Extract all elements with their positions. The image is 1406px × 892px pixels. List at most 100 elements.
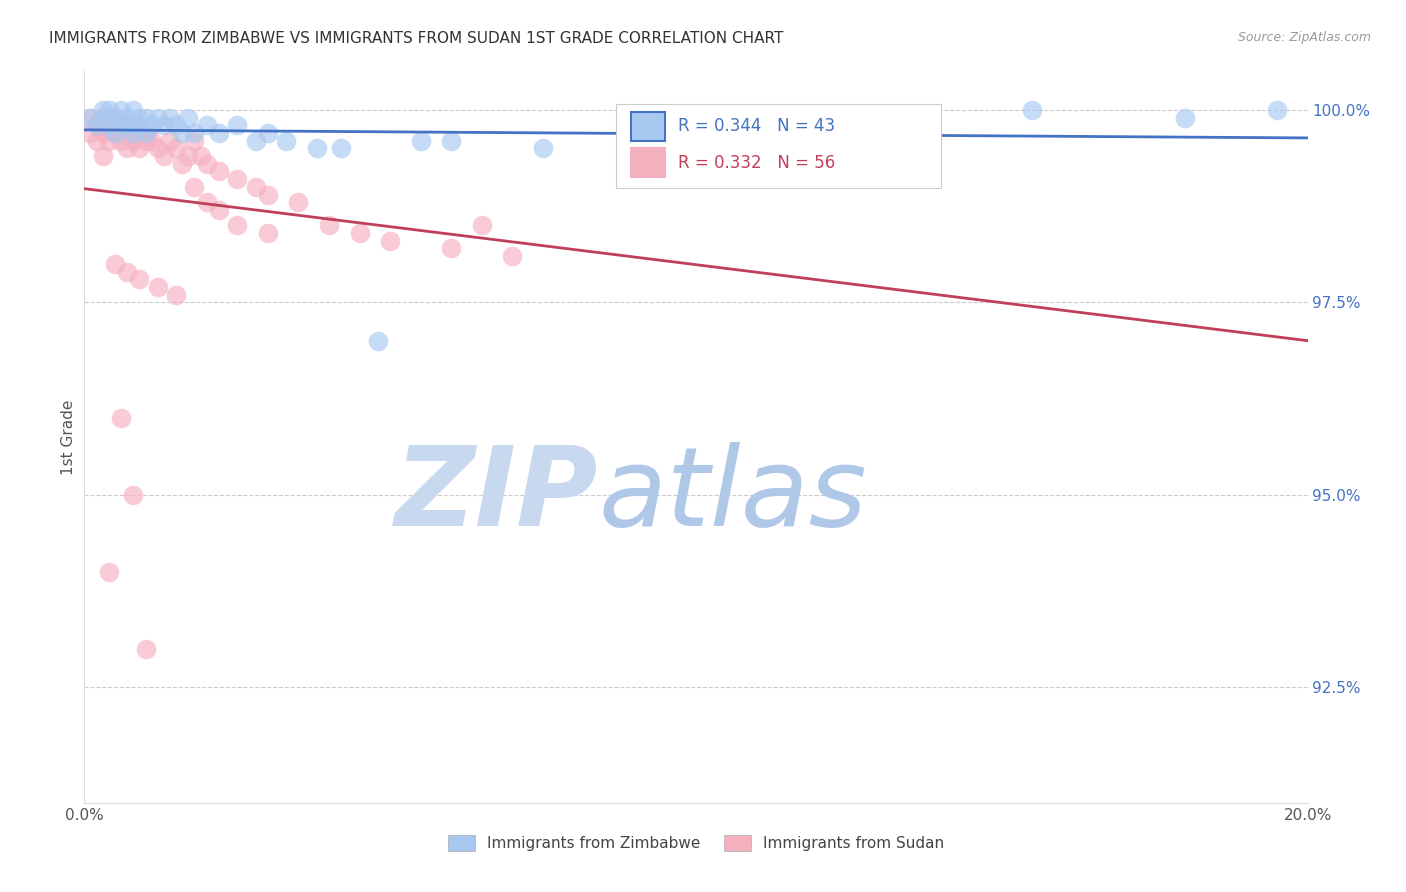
Point: [97, 134, 120, 148]
Point: [183, 179, 205, 194]
Point: [91, 103, 114, 117]
Point: [318, 219, 340, 233]
Point: [747, 134, 769, 148]
Point: [257, 126, 280, 140]
Point: [128, 141, 150, 155]
Point: [165, 118, 187, 132]
Text: Source: ZipAtlas.com: Source: ZipAtlas.com: [1237, 31, 1371, 45]
Point: [195, 195, 218, 210]
Point: [172, 126, 194, 140]
Point: [122, 103, 145, 117]
Point: [110, 134, 132, 148]
Point: [122, 118, 145, 132]
Point: [135, 134, 157, 148]
Point: [226, 219, 249, 233]
Point: [141, 134, 163, 148]
Point: [471, 219, 494, 233]
Point: [110, 118, 132, 132]
Point: [367, 334, 389, 348]
Point: [110, 118, 132, 132]
Point: [409, 134, 432, 148]
Point: [115, 126, 138, 140]
Text: R = 0.332   N = 56: R = 0.332 N = 56: [678, 153, 835, 172]
Point: [1174, 111, 1197, 125]
Point: [91, 111, 114, 125]
Point: [79, 111, 101, 125]
Point: [276, 134, 298, 148]
Point: [141, 118, 163, 132]
Point: [165, 287, 187, 301]
Point: [128, 111, 150, 125]
Point: [79, 126, 101, 140]
Point: [183, 134, 205, 148]
Point: [195, 157, 218, 171]
Point: [128, 126, 150, 140]
Point: [190, 149, 212, 163]
Point: [115, 264, 138, 278]
Point: [440, 242, 463, 256]
Y-axis label: 1st Grade: 1st Grade: [60, 400, 76, 475]
Point: [104, 126, 127, 140]
Point: [104, 111, 127, 125]
Point: [122, 488, 145, 502]
Point: [146, 280, 169, 294]
Point: [97, 118, 120, 132]
Point: [208, 164, 231, 178]
Point: [153, 149, 176, 163]
Point: [177, 111, 200, 125]
Point: [624, 126, 647, 140]
Point: [208, 202, 231, 217]
Point: [91, 149, 114, 163]
Point: [79, 111, 101, 125]
Point: [135, 126, 157, 140]
Text: R = 0.344   N = 43: R = 0.344 N = 43: [678, 117, 835, 136]
Point: [104, 126, 127, 140]
Point: [110, 103, 132, 117]
Point: [531, 141, 554, 155]
Point: [122, 126, 145, 140]
Point: [146, 111, 169, 125]
Point: [440, 134, 463, 148]
Point: [135, 111, 157, 125]
Point: [115, 111, 138, 125]
FancyBboxPatch shape: [631, 148, 665, 178]
Text: IMMIGRANTS FROM ZIMBABWE VS IMMIGRANTS FROM SUDAN 1ST GRADE CORRELATION CHART: IMMIGRANTS FROM ZIMBABWE VS IMMIGRANTS F…: [49, 31, 783, 46]
Point: [380, 234, 402, 248]
Point: [172, 157, 194, 171]
Point: [146, 141, 169, 155]
Point: [135, 641, 157, 656]
Point: [97, 118, 120, 132]
Point: [226, 172, 249, 186]
Point: [128, 272, 150, 286]
Point: [330, 141, 353, 155]
Point: [86, 134, 108, 148]
Point: [208, 126, 231, 140]
Point: [1265, 103, 1288, 117]
Point: [502, 249, 524, 263]
Point: [287, 195, 309, 210]
Point: [226, 118, 249, 132]
Point: [153, 118, 176, 132]
Point: [135, 126, 157, 140]
Point: [104, 111, 127, 125]
Point: [165, 141, 187, 155]
FancyBboxPatch shape: [616, 104, 941, 188]
Legend: Immigrants from Zimbabwe, Immigrants from Sudan: Immigrants from Zimbabwe, Immigrants fro…: [441, 830, 950, 857]
Text: ZIP: ZIP: [395, 442, 598, 549]
Point: [115, 141, 138, 155]
Point: [91, 111, 114, 125]
Text: atlas: atlas: [598, 442, 866, 549]
Point: [86, 118, 108, 132]
FancyBboxPatch shape: [631, 112, 665, 141]
Point: [115, 118, 138, 132]
Point: [245, 179, 267, 194]
Point: [104, 257, 127, 271]
Point: [245, 134, 267, 148]
Point: [128, 118, 150, 132]
Point: [349, 226, 371, 240]
Point: [86, 118, 108, 132]
Point: [91, 126, 114, 140]
Point: [257, 226, 280, 240]
Point: [110, 410, 132, 425]
Point: [159, 134, 181, 148]
